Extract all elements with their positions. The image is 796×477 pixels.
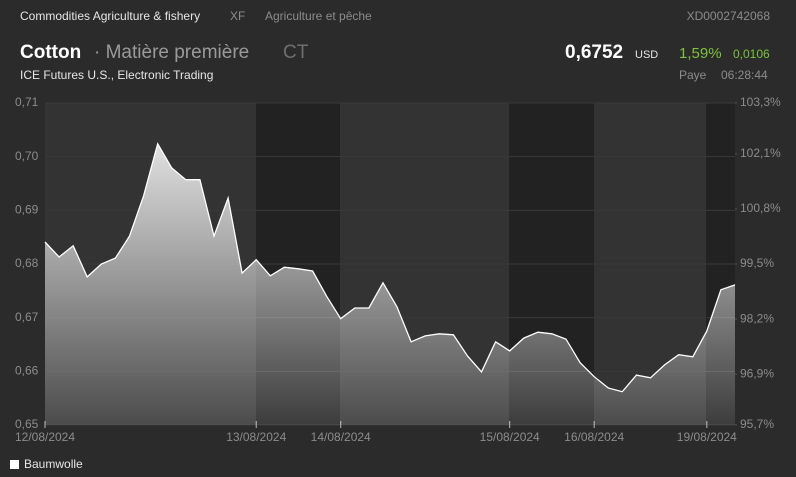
instrument-name: Cotton bbox=[20, 42, 81, 63]
breadcrumb[interactable]: Commodities Agriculture & fishery bbox=[20, 9, 200, 23]
y-tick-label: 0,66 bbox=[15, 364, 39, 378]
x-tick-label: 16/08/2024 bbox=[564, 430, 624, 444]
x-tick-label: 14/08/2024 bbox=[311, 430, 371, 444]
symbol: CT bbox=[283, 42, 309, 63]
y-tick-label: 0,67 bbox=[15, 310, 39, 324]
price: 0,6752 bbox=[565, 42, 623, 63]
y2-tick-label: 96,9% bbox=[740, 366, 774, 380]
x-tick-label: 12/08/2024 bbox=[15, 430, 75, 444]
status: Paye bbox=[679, 68, 707, 82]
y-tick-label: 0,70 bbox=[15, 149, 39, 163]
legend-label[interactable]: Baumwolle bbox=[24, 457, 83, 471]
y2-tick-label: 98,2% bbox=[740, 311, 774, 325]
isin: XD0002742068 bbox=[687, 9, 771, 23]
y-tick-label: 0,71 bbox=[15, 95, 39, 109]
currency: USD bbox=[635, 49, 658, 61]
x-tick-label: 15/08/2024 bbox=[480, 430, 540, 444]
y2-tick-label: 102,1% bbox=[740, 146, 781, 160]
y2-tick-label: 103,3% bbox=[740, 95, 781, 109]
exchange: ICE Futures U.S., Electronic Trading bbox=[20, 68, 213, 82]
code: XF bbox=[230, 9, 245, 23]
y2-tick-label: 95,7% bbox=[740, 417, 774, 431]
instrument-kind: · Matière première bbox=[94, 42, 249, 63]
legend-swatch bbox=[10, 460, 19, 469]
change: 0,0106 bbox=[733, 47, 770, 61]
y-tick-label: 0,65 bbox=[15, 417, 39, 431]
y-tick-label: 0,68 bbox=[15, 256, 39, 270]
y2-tick-label: 100,8% bbox=[740, 201, 781, 215]
y2-tick-label: 99,5% bbox=[740, 256, 774, 270]
y-tick-label: 0,69 bbox=[15, 203, 39, 217]
x-tick-label: 19/08/2024 bbox=[677, 430, 737, 444]
sector[interactable]: Agriculture et pêche bbox=[265, 9, 372, 23]
line bbox=[44, 142, 736, 393]
change-pct: 1,59% bbox=[679, 45, 722, 62]
area bbox=[45, 143, 735, 426]
x-tick-label: 13/08/2024 bbox=[226, 430, 286, 444]
time: 06:28:44 bbox=[721, 68, 768, 82]
